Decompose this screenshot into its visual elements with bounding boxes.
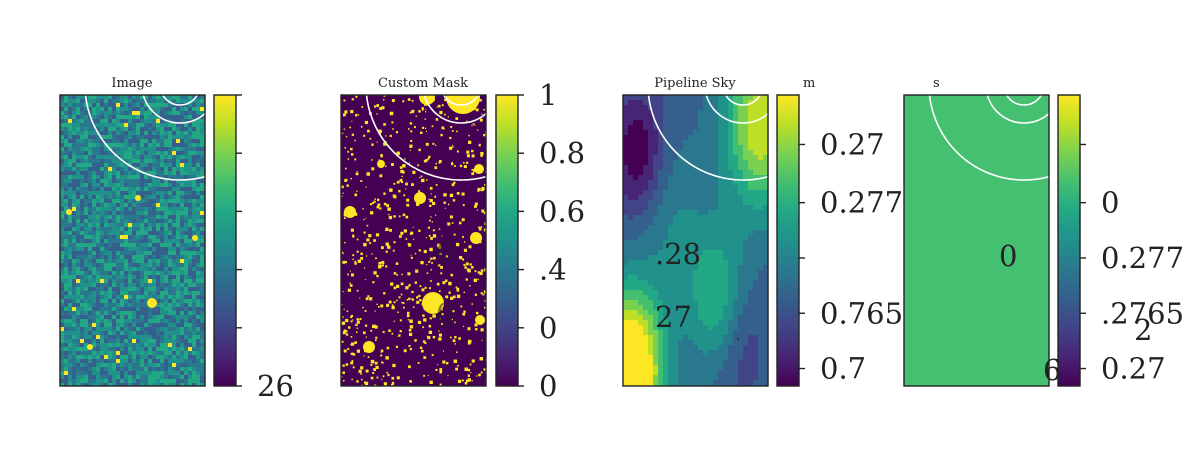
ring-4-2: [986, 95, 1049, 124]
colorbar-ticks-custom-mask: 0 0 .4 0.6 0.8 1: [518, 78, 585, 403]
colorbar-tick-label-4-3: 0.277: [1101, 241, 1184, 275]
panel-title-image: Image: [111, 76, 153, 91]
colorbar-tick-label-3-1: 0.7: [820, 352, 866, 386]
ring-2-2: [423, 95, 486, 124]
stray-label-sky-1: .28: [655, 237, 701, 271]
ring-2-3: [442, 95, 480, 106]
stray-label-flat-2: s: [933, 76, 940, 91]
panel-title-pipeline-sky: Pipeline Sky: [654, 76, 736, 91]
colorbar-tick-label-3-2: 0.765: [820, 296, 903, 330]
stray-label-mask-1: 0: [436, 235, 454, 269]
colorbar-ticks-image: 26: [236, 94, 294, 403]
colorbar-tick-label-2-1: 0: [539, 369, 557, 403]
colorbar-tick-label-4-4: 0: [1101, 186, 1119, 220]
colorbar-tick-label-2-3: .4: [539, 253, 567, 287]
heatmap-pipeline-sky: [623, 95, 768, 386]
colorbar-tick-label-4-2: .2765: [1101, 296, 1184, 330]
ring-1-1: [84, 95, 205, 181]
colorbar-image: [213, 94, 237, 387]
colorbar-tick-label-2-2: 0: [539, 311, 557, 345]
colorbar-tick-label-4-1: 0.27: [1101, 352, 1166, 386]
axes-frame-custom-mask: [340, 94, 487, 387]
colorbar-custom-mask: [495, 94, 519, 387]
axes-frame-pipeline-sky: [622, 94, 769, 387]
panel-flat: 0.27 .2765 0.277 0 0 s 2 6: [903, 76, 1184, 387]
heatmap-flat: [904, 95, 1049, 386]
stray-label-flat-1: 0: [999, 239, 1017, 273]
colorbar-tick-label-2-5: 0.8: [539, 136, 585, 170]
stray-label-sky-3: m: [803, 76, 815, 91]
panel-custom-mask: Custom Mask 0 0 .4 0.6 0.8 1 0 0: [340, 76, 585, 403]
panel-title-custom-mask: Custom Mask: [378, 76, 468, 91]
colorbar-ticks-flat: 0.27 .2765 0.277 0: [1080, 143, 1184, 386]
colorbar-pipeline-sky: [776, 94, 800, 387]
ring-3-2: [705, 95, 768, 124]
heatmap-custom-mask: [341, 95, 486, 386]
ring-4-1: [928, 95, 1049, 181]
stray-label-flat-4: 6: [1043, 353, 1061, 387]
ring-4-3: [1005, 95, 1043, 106]
ring-2-1: [365, 95, 486, 181]
stray-label-mask-2: 0: [436, 297, 454, 331]
heatmap-image: [60, 95, 205, 386]
colorbar-tick-label-2-4: 0.6: [539, 194, 585, 228]
ring-1-3: [161, 95, 199, 106]
colorbar-tick-label-3-5: 0.27: [820, 127, 885, 161]
colorbar-flat: [1057, 94, 1081, 387]
stray-label-sky-4: .: [736, 329, 740, 344]
ring-3-1: [647, 95, 768, 181]
colorbar-tick-label-2-6: 1: [539, 78, 557, 112]
ring-3-3: [724, 95, 762, 106]
axes-frame-flat: [903, 94, 1050, 387]
axes-frame-image: [59, 94, 206, 387]
colorbar-tick-label-1-1: 26: [257, 369, 294, 403]
stray-label-sky-2: 27: [655, 300, 692, 334]
stray-label-flat-3: 2: [1134, 313, 1152, 347]
ring-1-2: [142, 95, 205, 124]
panel-image: Image 26: [59, 76, 294, 403]
